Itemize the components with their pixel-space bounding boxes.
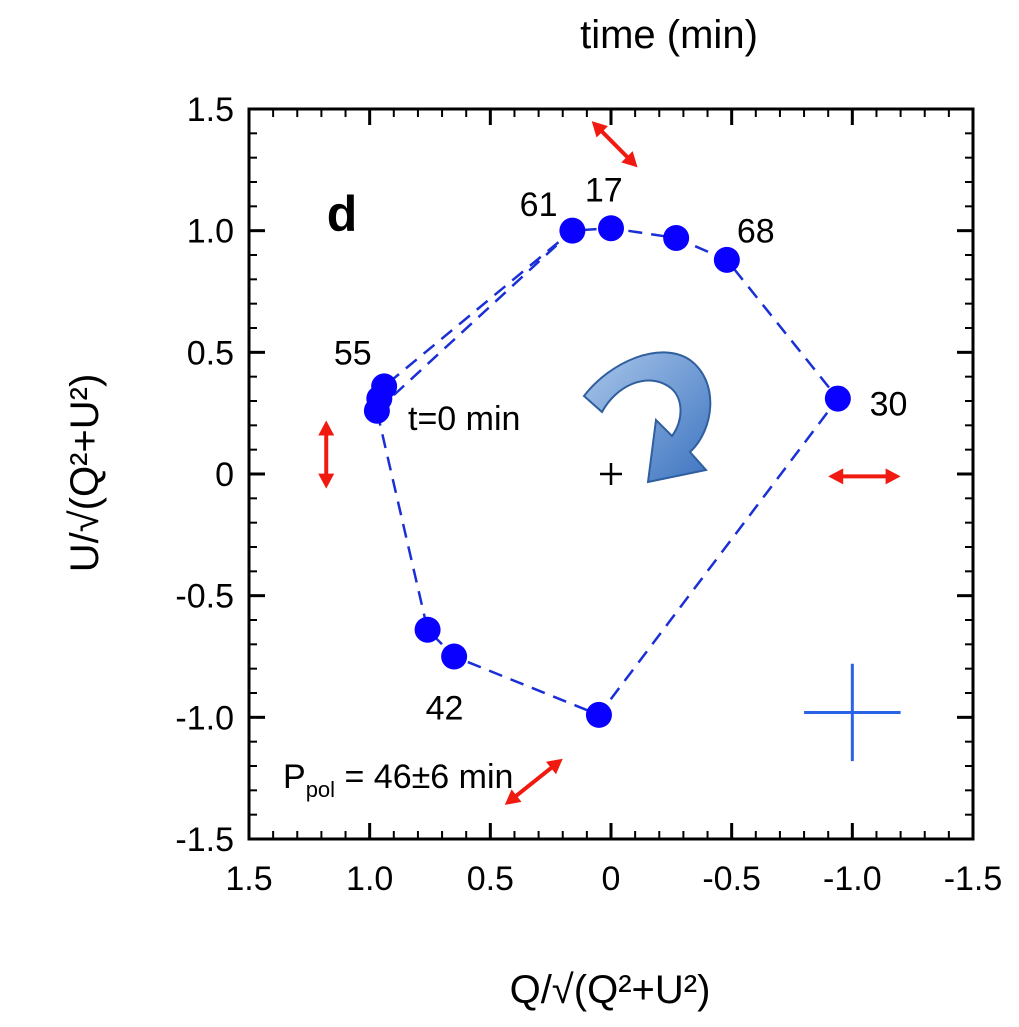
arrow-shaft — [598, 128, 631, 161]
arrow-head — [621, 151, 638, 168]
point-label: 30 — [870, 385, 908, 423]
arrow-head — [828, 468, 844, 485]
period-annotation: Ppol = 46±6 min — [283, 758, 513, 802]
x-tick-label: 1.0 — [346, 860, 393, 898]
data-point — [713, 246, 740, 273]
point-label: 55 — [334, 334, 372, 372]
y-axis-title: U/√(Q²+U²) — [63, 374, 107, 573]
data-point — [441, 643, 468, 670]
ticks-layer: 1.5 1.0 0.5 0 -0.5 -1.0 -1.51.51.00.50-0.5-1.0… — [175, 91, 1002, 898]
point-label: 17 — [585, 171, 623, 209]
arrow-head — [318, 420, 335, 436]
data-point — [824, 385, 851, 412]
data-point — [663, 224, 690, 251]
point-label: 61 — [520, 186, 558, 224]
x-tick-label: 1.5 — [225, 860, 272, 898]
dashed-line — [375, 226, 840, 717]
x-tick-label: -0.5 — [702, 860, 761, 898]
y-tick-label: 1.0 — [187, 213, 234, 251]
data-points: 55 61 17 68 30 42 — [334, 171, 908, 728]
x-tick-label: 0 — [602, 860, 621, 898]
dashed-path — [375, 226, 840, 717]
arrow-head — [546, 758, 563, 775]
arrow-head — [885, 468, 901, 485]
arrow-head — [318, 473, 335, 489]
y-tick-label: 1.5 — [187, 91, 234, 129]
extras — [582, 351, 901, 762]
red-double-arrow — [504, 758, 563, 805]
data-point — [598, 215, 624, 242]
y-tick-label: -0.5 — [175, 578, 234, 616]
data-point — [414, 616, 441, 643]
y-tick-label: 0.5 — [187, 334, 234, 372]
point-label: 42 — [426, 690, 464, 728]
point-label: 68 — [737, 213, 775, 251]
y-tick-label: -1.0 — [175, 699, 234, 737]
period-sub: pol — [306, 777, 335, 802]
rotation-arrow-icon — [582, 351, 712, 484]
red-double-arrow — [591, 121, 638, 168]
y-tick-label: 0 — [215, 456, 234, 494]
x-axis-title: Q/√(Q²+U²) — [510, 968, 711, 1012]
period-main: P — [283, 758, 306, 796]
start-label: t=0 min — [408, 400, 520, 438]
x-tick-label: -1.5 — [944, 860, 1003, 898]
data-point — [559, 217, 586, 244]
x-tick-label: 0.5 — [467, 860, 514, 898]
arrow-head — [504, 789, 522, 805]
x-tick-label: -1.0 — [823, 860, 882, 898]
data-point — [371, 373, 398, 400]
polarization-arrows — [318, 121, 901, 805]
y-tick-label: -1.5 — [175, 821, 234, 859]
rotation-arrow-shape — [582, 351, 712, 484]
arrow-head — [591, 121, 608, 138]
top-axis-title: time (min) — [580, 13, 758, 57]
red-double-arrow — [828, 468, 901, 485]
arrow-shaft — [512, 764, 555, 800]
panel-label: d — [327, 186, 358, 242]
red-double-arrow — [318, 420, 335, 489]
period-value: = 46±6 min — [335, 758, 513, 796]
data-point — [585, 701, 612, 728]
